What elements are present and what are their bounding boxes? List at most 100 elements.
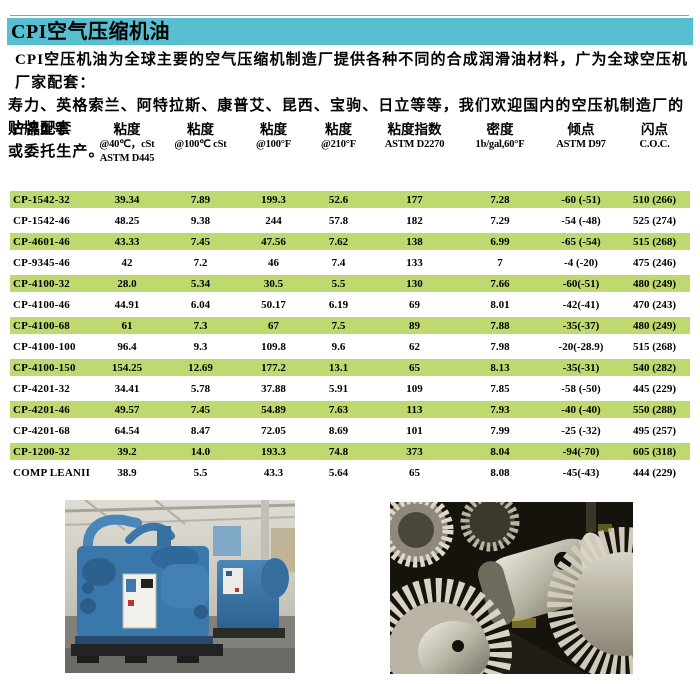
value-cell: 44.91: [114, 298, 140, 311]
value-cell: 510 (266): [632, 193, 677, 206]
value-cell: 605 (318): [632, 445, 677, 458]
table-row: CP-4100-68 61 7.3 67 7.5 89 7.88 -35(-37) 480 (2…: [10, 315, 690, 336]
table-row: CP-4100-46 44.91 6.04 50.17 6.19 69 8.01 -42(-4…: [10, 294, 690, 315]
value-cell: 7.88: [490, 319, 510, 332]
value-cell: 193.3: [261, 445, 286, 458]
column-header-viscosity-index: 粘度指数 ASTM D2270: [384, 122, 445, 150]
table-row: CP-4100-100 96.4 9.3 109.8 9.6 62 7.98 -20(-28.…: [10, 336, 690, 357]
value-cell: 39.34: [114, 193, 140, 206]
value-cell: 8.01: [490, 298, 510, 311]
value-cell: 177: [406, 193, 423, 206]
value-cell: 7.2: [193, 256, 208, 269]
table-row: CP-9345-46 42 7.2 46 7.4 133 7 -4 (-20) 475 (246…: [10, 252, 690, 273]
table-row: CP-4201-46 49.57 7.45 54.89 7.63 113 7.93 -40 (…: [10, 399, 690, 420]
value-cell: 109: [406, 382, 423, 395]
column-header-pour-point: 倾点 ASTM D97: [556, 122, 606, 150]
value-cell: 8.08: [490, 466, 510, 479]
value-cell: 7.45: [190, 235, 211, 248]
value-cell: 72.05: [261, 424, 286, 437]
product-name-cell: CP-4201-46: [13, 403, 70, 416]
product-name-cell: CP-1200-32: [13, 445, 70, 458]
value-cell: -25 (-32): [561, 424, 601, 437]
value-cell: 444 (229): [632, 466, 677, 479]
value-cell: 38.9: [117, 466, 137, 479]
value-cell: 515 (268): [632, 340, 677, 353]
value-cell: 5.5: [193, 466, 208, 479]
value-cell: -65 (-54): [561, 235, 601, 248]
product-name-cell: CP-4601-46: [13, 235, 70, 248]
product-name-cell: COMP LEANII: [13, 466, 91, 479]
page-title: CPI空气压缩机油: [11, 20, 170, 43]
value-cell: 6.99: [490, 235, 510, 248]
value-cell: 5.91: [328, 382, 349, 395]
value-cell: 65: [409, 361, 420, 374]
table-row: CP-4100-150 154.25 12.69 177.2 13.1 65 8.13 -35…: [10, 357, 690, 378]
value-cell: -40 (-40): [561, 403, 601, 416]
value-cell: 5.64: [328, 466, 349, 479]
intro-line: CPI空压机油为全球主要的空气压缩机制造厂提供各种不同的合成润滑油材料，广为全球…: [15, 52, 689, 91]
value-cell: 89: [409, 319, 420, 332]
table-row: CP-1542-32 39.34 7.89 199.3 52.6 177 7.28 -60 (…: [10, 189, 690, 210]
value-cell: 470 (243): [632, 298, 677, 311]
value-cell: 109.8: [261, 340, 286, 353]
value-cell: 154.25: [111, 361, 143, 374]
value-cell: 12.69: [188, 361, 213, 374]
value-cell: 199.3: [261, 193, 286, 206]
value-cell: 182: [406, 214, 423, 227]
value-cell: -35(-31): [562, 361, 600, 374]
value-cell: 43.33: [114, 235, 140, 248]
gears-photo-illustration: [390, 502, 633, 674]
table-row: CP-4100-32 28.0 5.34 30.5 5.5 130 7.66 -60(-51)…: [10, 273, 690, 294]
product-name-cell: CP-1542-46: [13, 214, 70, 227]
value-cell: 96.4: [117, 340, 137, 353]
value-cell: 515 (268): [632, 235, 677, 248]
value-cell: -35(-37): [562, 319, 600, 332]
value-cell: 7.62: [328, 235, 349, 248]
value-cell: 475 (246): [632, 256, 677, 269]
value-cell: 43.3: [263, 466, 284, 479]
column-header-viscosity-100c: 粘度 @100℃ cSt: [174, 122, 227, 150]
product-name-cell: CP-4100-68: [13, 319, 70, 332]
gears-photo: [390, 502, 633, 674]
value-cell: 7.89: [190, 193, 211, 206]
value-cell: -60 (-51): [561, 193, 601, 206]
column-header-density: 密度 1b/gal,60°F: [475, 122, 525, 150]
value-cell: 48.25: [114, 214, 140, 227]
intro-line: 或委托生产。: [8, 144, 105, 160]
top-rule-line: [10, 15, 689, 16]
value-cell: 50.17: [261, 298, 286, 311]
value-cell: 480 (249): [632, 319, 677, 332]
value-cell: 13.1: [328, 361, 349, 374]
value-cell: 47.56: [261, 235, 286, 248]
value-cell: 373: [406, 445, 423, 458]
value-cell: 7.66: [490, 277, 510, 290]
table-row: CP-4601-46 43.33 7.45 47.56 7.62 138 6.99 -65 (…: [10, 231, 690, 252]
value-cell: 5.5: [331, 277, 346, 290]
value-cell: 52.6: [328, 193, 349, 206]
product-name-cell: CP-4100-46: [13, 298, 70, 311]
value-cell: 7.5: [331, 319, 346, 332]
value-cell: -20(-28.9): [558, 340, 604, 353]
value-cell: 7.85: [490, 382, 510, 395]
column-header-viscosity-40c: 粘度 @40℃，cSt ASTM D445: [99, 122, 155, 164]
product-name-cell: CP-4201-68: [13, 424, 70, 437]
value-cell: 138: [406, 235, 423, 248]
value-cell: 525 (274): [632, 214, 677, 227]
value-cell: 5.78: [190, 382, 211, 395]
value-cell: 62: [409, 340, 420, 353]
table-row: COMP LEANII 38.9 5.5 43.3 5.64 65 8.08 -45(-43)…: [10, 462, 690, 483]
value-cell: 480 (249): [632, 277, 677, 290]
product-name-cell: CP-1542-32: [13, 193, 70, 206]
value-cell: 7.93: [490, 403, 510, 416]
table-row: CP-1200-32 39.2 14.0 193.3 74.8 373 8.04 -94(-7…: [10, 441, 690, 462]
value-cell: 133: [406, 256, 423, 269]
value-cell: 177.2: [261, 361, 286, 374]
value-cell: 57.8: [328, 214, 349, 227]
table-header-row: 产品型号 粘度 @40℃，cSt ASTM D445 粘度 @100℃ cSt …: [10, 121, 690, 189]
column-header-product: 产品型号: [13, 122, 67, 137]
spec-table: 产品型号 粘度 @40℃，cSt ASTM D445 粘度 @100℃ cSt …: [10, 121, 690, 483]
product-name-cell: CP-4100-150: [13, 361, 76, 374]
value-cell: 74.8: [328, 445, 349, 458]
value-cell: 7.63: [328, 403, 349, 416]
